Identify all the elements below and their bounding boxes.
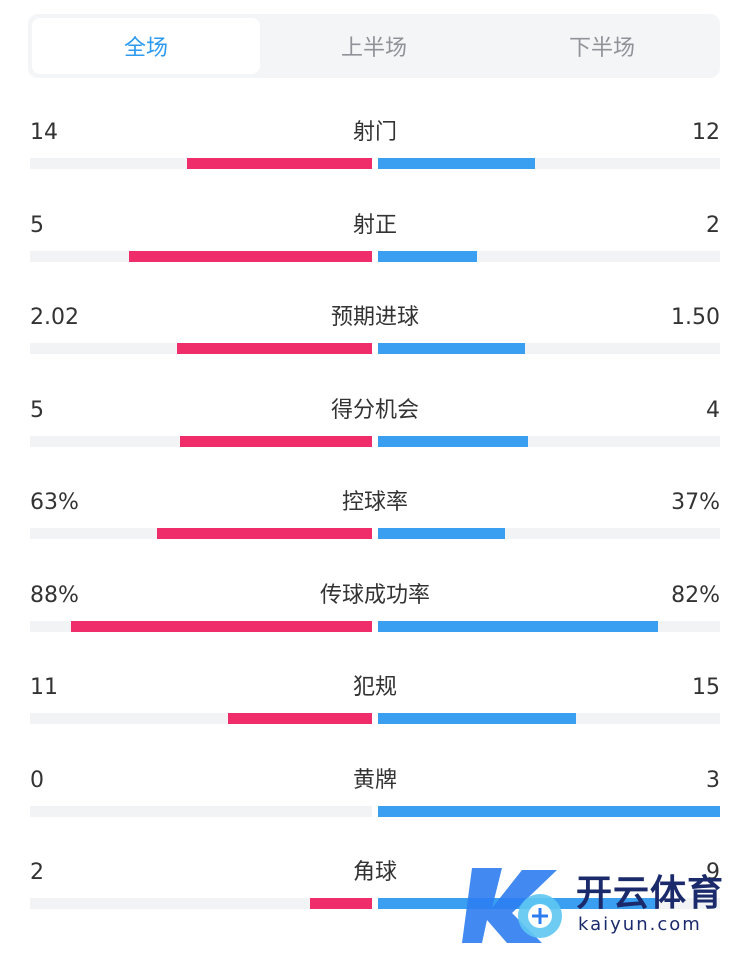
home-bar	[129, 250, 372, 262]
away-bar-track	[378, 528, 720, 539]
home-bar-track	[30, 898, 372, 909]
home-value: 5	[30, 397, 44, 423]
away-bar	[378, 620, 659, 632]
away-bar	[378, 713, 577, 724]
stat-label: 传球成功率	[319, 582, 430, 608]
home-value: 14	[30, 120, 58, 145]
stat-row: 63% 控球率 37%	[30, 488, 720, 558]
stat-label: 控球率	[341, 490, 408, 515]
away-bar	[378, 343, 526, 354]
stat-label: 射正	[352, 212, 397, 238]
away-bar-track	[378, 805, 720, 817]
tab-first-half[interactable]: 上半场	[340, 36, 407, 61]
kaiyun-watermark: 开云体育 kaiyun.com	[462, 858, 742, 948]
home-bar-track	[30, 528, 372, 539]
away-bar	[378, 805, 720, 817]
away-bar	[378, 528, 505, 539]
away-value: 3	[706, 767, 720, 793]
home-value: 2	[30, 860, 44, 885]
away-bar-track	[378, 343, 720, 354]
away-value: 15	[692, 675, 720, 700]
home-bar	[71, 620, 372, 632]
home-value: 5	[30, 212, 44, 238]
home-value: 63%	[30, 490, 79, 515]
away-value: 82%	[671, 582, 720, 608]
stat-row: 11 犯规 15	[30, 673, 720, 743]
away-value: 9	[706, 860, 720, 885]
stat-row: 5 射正 2	[30, 211, 720, 281]
away-value: 37%	[671, 490, 720, 515]
home-bar-track	[30, 805, 372, 817]
away-bar-track	[378, 158, 720, 169]
home-bar-track	[30, 713, 372, 724]
home-bar-track	[30, 435, 372, 447]
away-bar	[378, 435, 529, 447]
stat-row: 5 得分机会 4	[30, 396, 720, 466]
home-bar	[187, 158, 372, 169]
stat-row: 88% 传球成功率 82%	[30, 581, 720, 651]
stat-label: 得分机会	[330, 397, 419, 423]
home-bar	[177, 343, 372, 354]
home-bar	[228, 713, 372, 724]
away-bar-track	[378, 250, 720, 262]
home-value: 11	[30, 675, 58, 700]
away-value: 12	[692, 120, 720, 145]
stat-label: 角球	[352, 860, 397, 885]
home-bar-track	[30, 343, 372, 354]
away-value: 4	[706, 397, 720, 423]
stat-label: 犯规	[352, 675, 397, 700]
kaiyun-logo-icon	[462, 868, 562, 943]
away-bar-track	[378, 620, 720, 632]
watermark-url: kaiyun.com	[578, 914, 702, 935]
home-value: 2.02	[30, 305, 79, 330]
tab-second-half[interactable]: 下半场	[568, 36, 635, 61]
away-value: 2	[706, 212, 720, 238]
away-value: 1.50	[671, 305, 720, 330]
home-value: 0	[30, 767, 44, 793]
stat-row: 14 射门 12	[30, 118, 720, 188]
stat-row: 2.02 预期进球 1.50	[30, 303, 720, 373]
home-value: 88%	[30, 582, 79, 608]
away-bar	[378, 158, 536, 169]
away-bar	[378, 250, 478, 262]
period-tabs: 全场 上半场 下半场	[28, 14, 720, 78]
home-bar	[180, 435, 372, 447]
home-bar-track	[30, 158, 372, 169]
watermark-brand: 开云体育	[576, 873, 725, 914]
away-bar-track	[378, 713, 720, 724]
stat-row: 0 黄牌 3	[30, 766, 720, 836]
stat-label: 黄牌	[352, 767, 397, 793]
home-bar	[310, 898, 372, 909]
home-bar-track	[30, 250, 372, 262]
tab-full-match[interactable]: 全场	[32, 18, 260, 74]
home-bar	[156, 528, 372, 539]
stat-label: 射门	[352, 120, 397, 145]
stat-label: 预期进球	[330, 305, 419, 330]
away-bar-track	[378, 435, 720, 447]
home-bar-track	[30, 620, 372, 632]
